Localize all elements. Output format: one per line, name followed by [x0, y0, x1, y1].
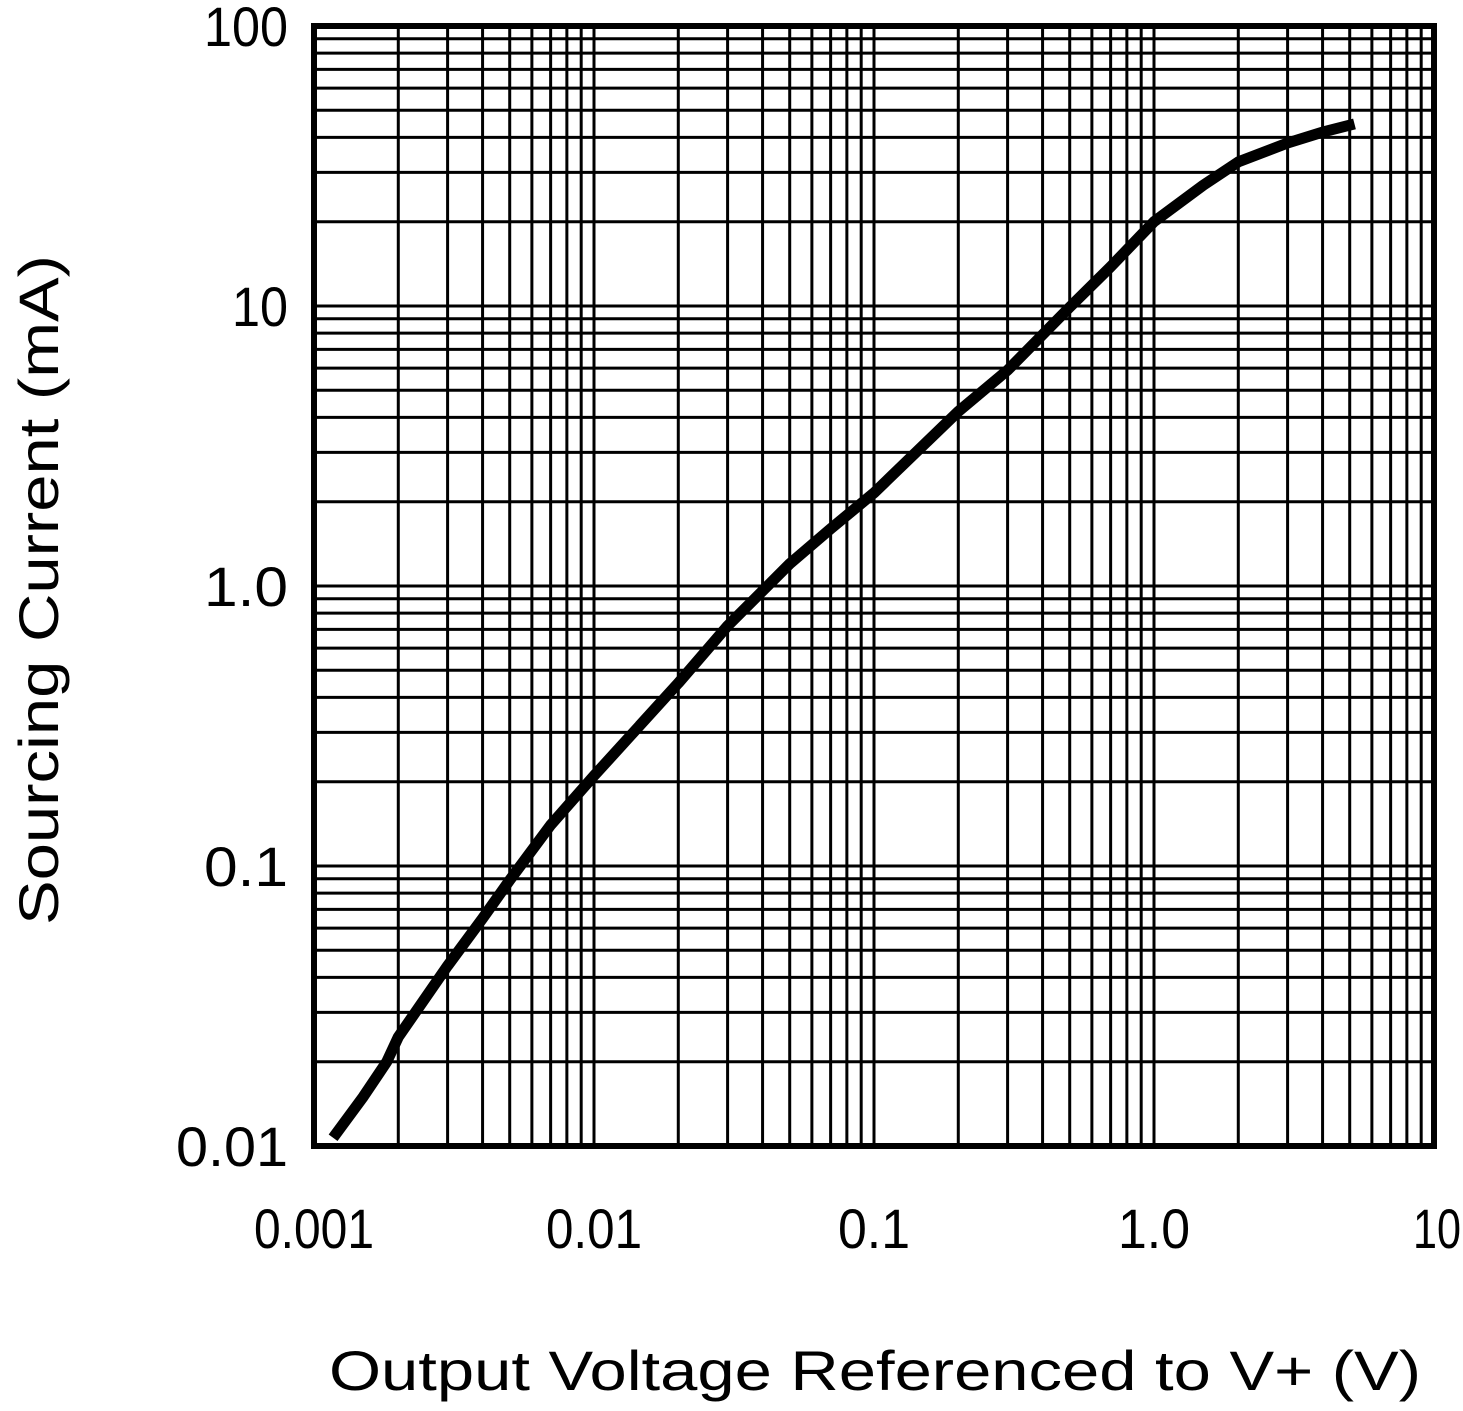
x-tick-label: 10 — [1413, 1197, 1461, 1260]
x-tick-label: 0.1 — [838, 1197, 910, 1260]
y-axis-title: Sourcing Current (mA) — [7, 255, 70, 925]
data-series-line — [328, 118, 1356, 1142]
x-axis-tick-labels: 0.001 0.01 0.1 1.0 10 — [254, 1197, 1461, 1260]
x-tick-label: 0.01 — [546, 1197, 642, 1260]
horizontal-gridlines — [314, 37, 1434, 1064]
x-axis-title: Output Voltage Referenced to V+ (V) — [329, 1339, 1421, 1402]
y-tick-label: 100 — [204, 0, 288, 58]
y-tick-label: 10 — [232, 275, 288, 338]
y-tick-label: 1.0 — [204, 555, 288, 618]
y-axis-tick-labels: 0.01 0.1 1.0 10 100 — [176, 0, 288, 1178]
x-tick-label: 0.001 — [254, 1197, 374, 1260]
y-tick-label: 0.1 — [204, 835, 288, 898]
plot-frame — [311, 23, 1437, 1149]
x-tick-label: 1.0 — [1118, 1197, 1190, 1260]
y-tick-label: 0.01 — [176, 1115, 288, 1178]
